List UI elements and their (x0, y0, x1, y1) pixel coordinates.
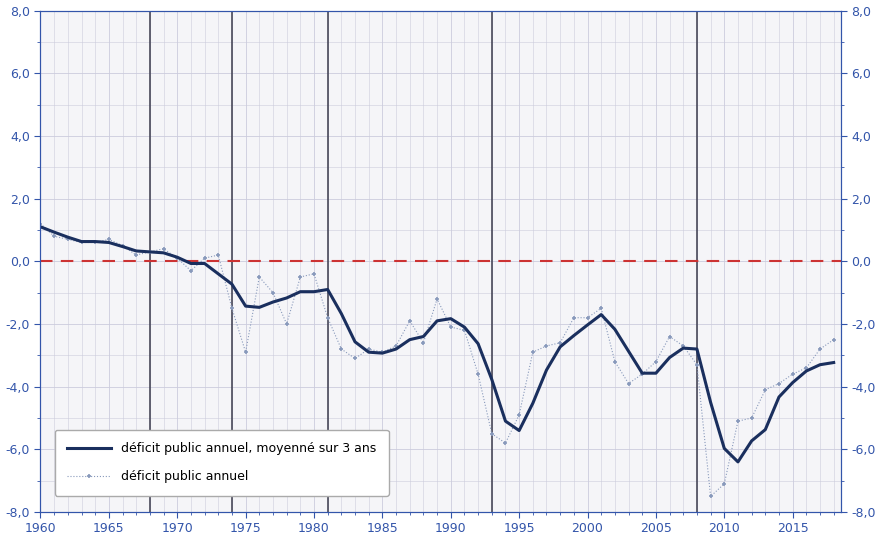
Legend: déficit public annuel, moyenné sur 3 ans, déficit public annuel: déficit public annuel, moyenné sur 3 ans… (55, 430, 389, 496)
